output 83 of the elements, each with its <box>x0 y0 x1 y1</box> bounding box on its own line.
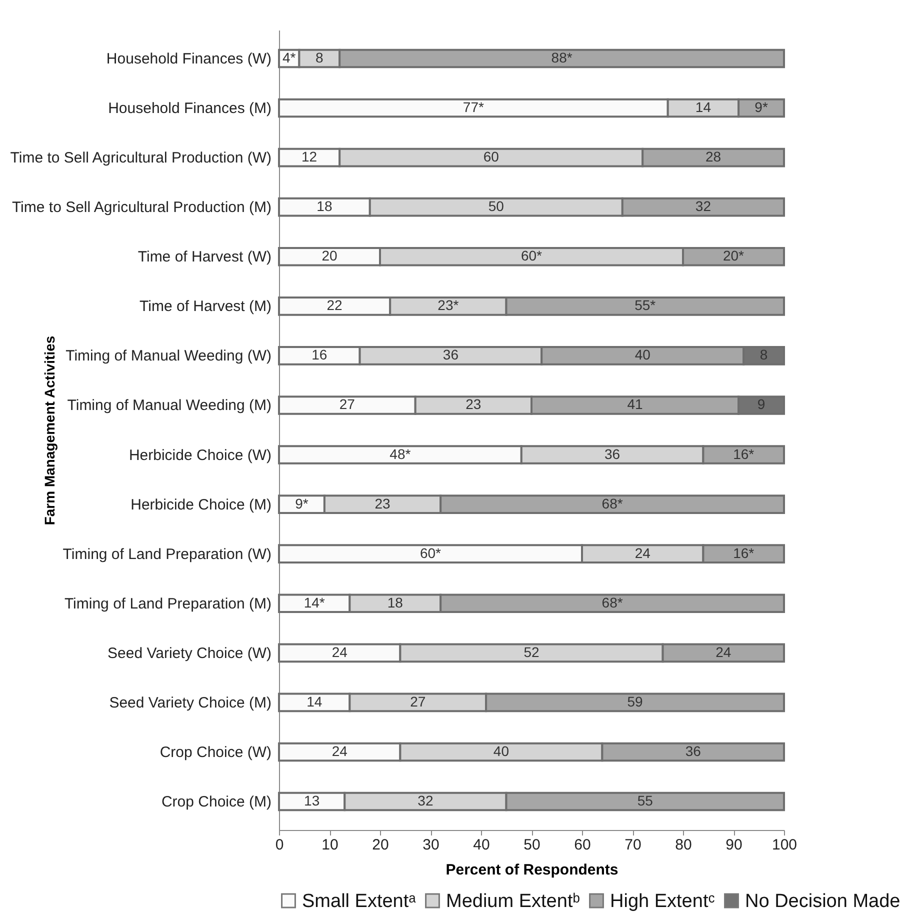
data-label: 88* <box>551 49 573 66</box>
data-label: 60* <box>520 248 543 264</box>
x-tick-label: 70 <box>624 836 642 854</box>
data-label: 23 <box>374 495 391 512</box>
x-tick-label: 40 <box>473 836 490 854</box>
y-tick-label: Seed Variety Choice (M) <box>109 694 272 712</box>
data-label: 8 <box>760 346 768 363</box>
data-label: 24 <box>332 644 348 660</box>
data-label: 14 <box>695 99 712 116</box>
y-tick-label: Timing of Land Preparation (M) <box>64 595 272 612</box>
y-tick-label: Herbicide Choice (M) <box>130 496 272 514</box>
data-label: 60* <box>420 544 442 561</box>
data-label: 18 <box>316 198 332 214</box>
x-tick-label: 20 <box>372 836 389 854</box>
data-label: 13 <box>304 792 320 809</box>
data-label: 24 <box>332 742 348 759</box>
y-tick-label: Crop Choice (M) <box>161 794 272 811</box>
y-tick-label: Time to Sell Agricultural Production (M) <box>12 199 272 216</box>
y-tick-label: Household Finances (M) <box>108 100 272 118</box>
y-tick-label: Household Finances (W) <box>106 50 272 68</box>
y-tick-label: Time to Sell Agricultural Production (W) <box>10 150 272 167</box>
data-label: 27 <box>339 396 356 412</box>
data-label: 9* <box>295 495 309 512</box>
x-tick-label: 60 <box>574 836 591 854</box>
y-tick-label: Timing of Manual Weeding (M) <box>67 397 272 414</box>
data-label: 68* <box>602 594 624 610</box>
data-label: 77* <box>462 99 484 116</box>
data-label: 50 <box>488 198 504 214</box>
data-label: 40 <box>493 742 510 759</box>
legend-label: No Decision Made <box>745 890 900 912</box>
data-label: 40 <box>634 346 651 363</box>
data-label: 36 <box>604 446 620 462</box>
data-label: 22 <box>326 297 343 314</box>
data-label: 59 <box>627 693 644 710</box>
data-label: 20 <box>322 248 338 264</box>
x-tick-label: 0 <box>275 836 284 854</box>
data-label: 27 <box>410 693 426 710</box>
data-label: 23 <box>466 396 482 412</box>
y-axis-title: Farm Management Activities <box>42 336 58 526</box>
data-label: 4* <box>282 49 296 66</box>
data-label: 32 <box>418 792 434 809</box>
data-label: 20* <box>722 248 745 264</box>
data-label: 55* <box>634 297 656 314</box>
data-label: 16* <box>733 544 755 561</box>
y-tick-label: Time of Harvest (W) <box>138 248 272 266</box>
data-label: 60 <box>483 148 500 165</box>
x-tick-label: 10 <box>322 836 338 854</box>
data-label: 36 <box>685 742 702 759</box>
x-tick-label: 90 <box>726 836 742 854</box>
data-label: 41 <box>627 396 644 412</box>
y-tick-label: Timing of Manual Weeding (W) <box>66 348 272 365</box>
legend-label: High Extentᶜ <box>610 890 716 912</box>
y-tick-label: Timing of Land Preparation (W) <box>62 546 272 563</box>
data-label: 14 <box>306 693 322 710</box>
y-tick-label: Time of Harvest (M) <box>140 298 272 316</box>
x-tick-label: 100 <box>772 836 798 854</box>
data-label: 16 <box>312 346 328 363</box>
data-label: 9 <box>757 396 766 412</box>
data-label: 48* <box>390 446 412 462</box>
data-label: 9* <box>754 99 768 116</box>
data-label: 12 <box>302 148 318 165</box>
data-label: 68* <box>602 495 624 512</box>
data-label: 24 <box>716 644 732 660</box>
x-tick-label: 30 <box>422 836 440 854</box>
x-tick-label: 80 <box>675 836 692 854</box>
y-tick-label: Seed Variety Choice (W) <box>108 644 272 662</box>
data-label: 16* <box>733 446 755 462</box>
data-label: 55 <box>637 792 654 809</box>
data-label: 32 <box>695 198 712 214</box>
y-tick-label: Herbicide Choice (W) <box>128 446 272 464</box>
data-label: 24 <box>634 544 651 561</box>
y-tick-label: Crop Choice (W) <box>160 744 272 761</box>
data-label: 52 <box>524 644 540 660</box>
x-tick-label: 50 <box>524 836 540 854</box>
data-label: 36 <box>442 346 459 363</box>
legend-label: Small Extentᵃ <box>302 890 417 912</box>
legend-label: Medium Extentᵇ <box>446 890 580 912</box>
data-label: 23* <box>438 297 460 314</box>
data-label: 18 <box>387 594 404 610</box>
data-label: 28 <box>706 148 722 165</box>
data-label: 14* <box>304 594 326 610</box>
x-axis-title: Percent of Respondents <box>446 862 618 878</box>
data-label: 8 <box>316 49 324 66</box>
